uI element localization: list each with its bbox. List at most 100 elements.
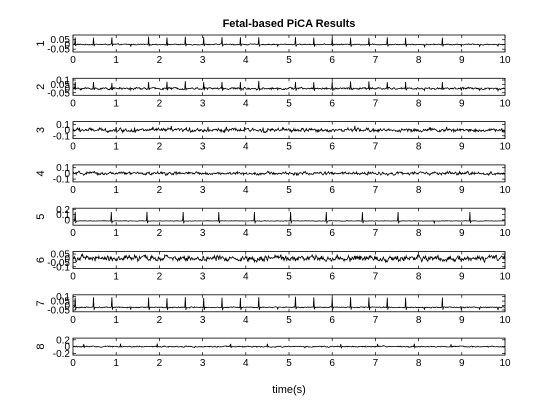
- signal-trace-6: [73, 252, 505, 264]
- x-tick-label: 2: [157, 55, 163, 66]
- x-tick-label: 6: [329, 98, 335, 109]
- subplot-1: 0 1 2 3 4 5 6 7 8 9 100.050-0.051: [35, 34, 511, 66]
- x-tick-label: 3: [200, 315, 206, 326]
- y-axis-label: 4: [35, 170, 47, 176]
- x-tick-label: 7: [373, 228, 379, 239]
- y-axis-label: 5: [35, 214, 47, 220]
- x-tick-label: 5: [286, 272, 292, 283]
- y-tick-label: 0.05: [51, 35, 71, 46]
- x-tick-label: 7: [373, 315, 379, 326]
- x-tick-label: 2: [157, 142, 163, 153]
- y-tick-label: -0.2: [53, 349, 71, 360]
- x-tick-label: 8: [416, 98, 422, 109]
- signal-trace-1: [73, 36, 505, 49]
- x-tick-label: 10: [499, 185, 511, 196]
- subplot-8: 0 1 2 3 4 5 6 7 8 9 100.20-0.28: [35, 335, 511, 369]
- x-tick-label: 1: [113, 55, 119, 66]
- subplot-7: 0 1 2 3 4 5 6 7 8 9 100.10.050-0.057: [35, 292, 511, 326]
- x-tick-label: 4: [243, 98, 249, 109]
- x-tick-label: 2: [157, 272, 163, 283]
- x-tick-label: 4: [243, 358, 249, 369]
- x-tick-label: 9: [459, 228, 465, 239]
- y-axis-label: 1: [35, 40, 47, 46]
- x-tick-label: 1: [113, 98, 119, 109]
- x-tick-label: 3: [200, 55, 206, 66]
- x-tick-label: 10: [499, 142, 511, 153]
- x-tick-label: 8: [416, 55, 422, 66]
- x-tick-label: 8: [416, 315, 422, 326]
- x-tick-label: 9: [459, 55, 465, 66]
- x-tick-label: 3: [200, 358, 206, 369]
- x-tick-label: 5: [286, 185, 292, 196]
- signal-trace-8: [73, 343, 505, 349]
- x-tick-label: 1: [113, 272, 119, 283]
- x-tick-label: 8: [416, 358, 422, 369]
- x-tick-label: 1: [113, 142, 119, 153]
- x-tick-label: 5: [286, 358, 292, 369]
- signal-trace-4: [73, 170, 505, 177]
- x-tick-label: 3: [200, 185, 206, 196]
- x-tick-label: 5: [286, 315, 292, 326]
- x-tick-label: 10: [499, 272, 511, 283]
- x-tick-label: 5: [286, 55, 292, 66]
- y-tick-label: -0.1: [53, 262, 71, 273]
- y-tick-label: 0.2: [56, 205, 70, 216]
- x-tick-label: 4: [243, 142, 249, 153]
- y-tick-label: -0.05: [47, 88, 70, 99]
- subplot-2: 0 1 2 3 4 5 6 7 8 9 100.10.050-0.052: [35, 76, 511, 110]
- x-tick-label: 4: [243, 185, 249, 196]
- y-tick-label: 0: [64, 169, 70, 180]
- x-tick-label: 0: [70, 142, 76, 153]
- y-tick-label: 0.1: [56, 163, 70, 174]
- y-tick-label: 0: [64, 342, 70, 353]
- x-tick-label: 1: [113, 358, 119, 369]
- x-tick-label: 0: [70, 185, 76, 196]
- y-tick-label: 0: [64, 301, 70, 312]
- y-tick-label: -0.1: [53, 131, 71, 142]
- x-tick-label: 6: [329, 142, 335, 153]
- x-tick-label: 9: [459, 185, 465, 196]
- x-tick-label: 4: [243, 315, 249, 326]
- x-tick-label: 6: [329, 185, 335, 196]
- x-tick-label: 4: [243, 272, 249, 283]
- x-tick-label: 5: [286, 142, 292, 153]
- y-tick-label: -0.05: [47, 45, 70, 56]
- x-tick-label: 9: [459, 142, 465, 153]
- x-tick-label: 10: [499, 358, 511, 369]
- x-tick-label: 6: [329, 358, 335, 369]
- y-tick-label: 0.2: [56, 335, 70, 346]
- x-tick-label: 4: [243, 55, 249, 66]
- y-tick-label: 0.1: [56, 120, 70, 131]
- x-tick-label: 7: [373, 98, 379, 109]
- x-tick-label: 8: [416, 142, 422, 153]
- x-tick-label: 0: [70, 55, 76, 66]
- subplot-3: 0 1 2 3 4 5 6 7 8 9 10 0.10-0.1 3: [35, 120, 511, 153]
- x-tick-label: 4: [243, 228, 249, 239]
- x-tick-label: 5: [286, 98, 292, 109]
- y-tick-label: 0: [64, 215, 70, 226]
- x-tick-label: 2: [157, 98, 163, 109]
- x-tick-label: 6: [329, 55, 335, 66]
- x-tick-label: 7: [373, 142, 379, 153]
- y-tick-label: 0.1: [56, 76, 70, 87]
- y-tick-label: -0.1: [53, 175, 71, 186]
- y-tick-label: 0: [64, 40, 70, 51]
- x-tick-label: 1: [113, 315, 119, 326]
- x-tick-label: 7: [373, 185, 379, 196]
- y-axis-label: 2: [35, 84, 47, 90]
- x-tick-label: 7: [373, 272, 379, 283]
- y-tick-label: -0.05: [47, 306, 70, 317]
- x-tick-label: 8: [416, 185, 422, 196]
- x-tick-label: 5: [286, 228, 292, 239]
- signal-trace-7: [73, 296, 505, 311]
- x-tick-label: 9: [459, 272, 465, 283]
- y-tick-label: 0.05: [51, 250, 71, 261]
- x-tick-label: 3: [200, 98, 206, 109]
- signal-trace-3: [73, 125, 505, 134]
- chart-title: Fetal-based PiCA Results: [223, 18, 356, 30]
- y-tick-label: 0.1: [56, 210, 70, 221]
- subplot-5: 0 1 2 3 4 5 6 7 8 9 10 0.20.10 5: [35, 205, 511, 239]
- x-tick-label: 2: [157, 358, 163, 369]
- x-axis-label: time(s): [272, 384, 306, 396]
